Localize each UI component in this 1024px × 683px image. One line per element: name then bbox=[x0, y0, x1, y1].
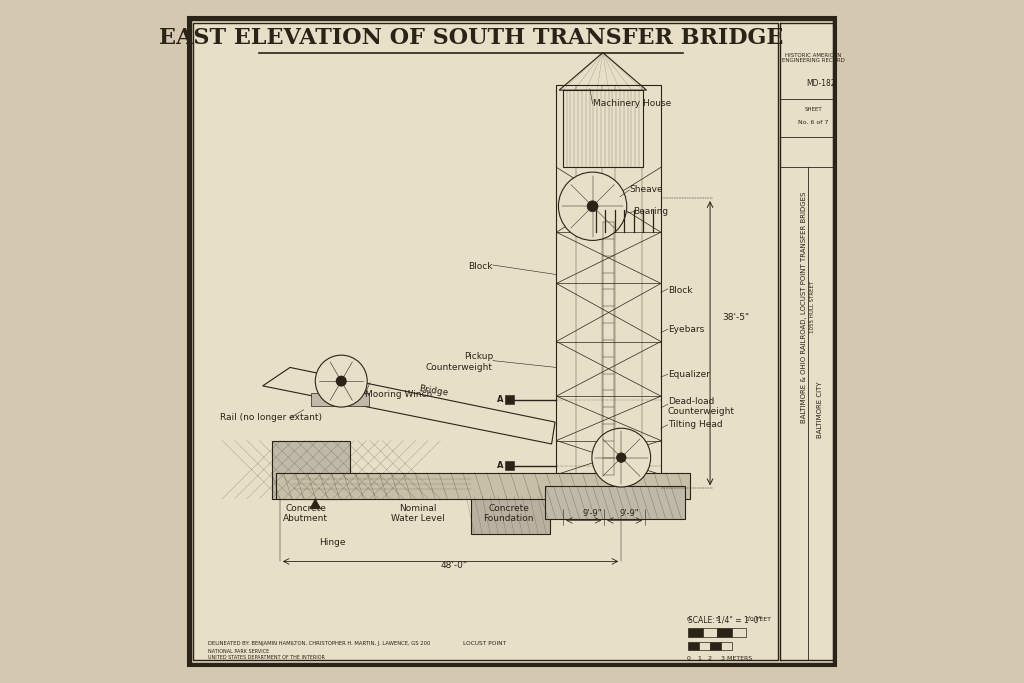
Text: BALTIMORE & OHIO RAILROAD, LOCUST POINT TRANSFER BRIDGES: BALTIMORE & OHIO RAILROAD, LOCUST POINT … bbox=[801, 192, 807, 423]
Bar bbox=[732, 628, 746, 637]
Text: Block: Block bbox=[668, 285, 692, 295]
Bar bbox=[276, 473, 689, 499]
Text: Dead-load
Counterweight: Dead-load Counterweight bbox=[668, 397, 735, 416]
Circle shape bbox=[592, 428, 650, 487]
Circle shape bbox=[587, 201, 598, 212]
Text: 10 FEET: 10 FEET bbox=[746, 617, 771, 622]
Text: 0: 0 bbox=[686, 656, 690, 660]
Polygon shape bbox=[263, 367, 555, 444]
Bar bbox=[194, 23, 777, 660]
Text: Hinge: Hinge bbox=[319, 538, 346, 548]
Text: 9'-9": 9'-9" bbox=[583, 509, 602, 518]
Text: Equalizer: Equalizer bbox=[668, 370, 710, 379]
Bar bbox=[688, 628, 702, 637]
Text: HISTORIC AMERICAN
ENGINEERING RECORD: HISTORIC AMERICAN ENGINEERING RECORD bbox=[782, 53, 845, 64]
Text: 3 METERS: 3 METERS bbox=[721, 656, 752, 660]
Text: SCALE: 1/4" = 1'-0": SCALE: 1/4" = 1'-0" bbox=[688, 615, 762, 625]
Text: Rail (no longer extant): Rail (no longer extant) bbox=[220, 413, 323, 423]
Text: 1055 HULL STREET: 1055 HULL STREET bbox=[810, 281, 815, 333]
Text: BALTIMORE CITY: BALTIMORE CITY bbox=[817, 382, 823, 438]
Bar bbox=[310, 393, 369, 406]
Bar bbox=[545, 486, 685, 519]
Bar bbox=[505, 395, 514, 404]
Bar bbox=[717, 628, 732, 637]
Bar bbox=[702, 628, 717, 637]
Text: NATIONAL PARK SERVICE: NATIONAL PARK SERVICE bbox=[208, 649, 269, 654]
Circle shape bbox=[558, 172, 627, 240]
Text: 48'-0": 48'-0" bbox=[440, 561, 467, 570]
Bar bbox=[505, 462, 514, 470]
Text: 38'-5": 38'-5" bbox=[722, 313, 750, 322]
Text: Concrete
Abutment: Concrete Abutment bbox=[284, 504, 329, 523]
Text: No. 6 of 7: No. 6 of 7 bbox=[799, 120, 828, 126]
Text: EAST ELEVATION OF SOUTH TRANSFER BRIDGE: EAST ELEVATION OF SOUTH TRANSFER BRIDGE bbox=[159, 27, 783, 48]
Text: MD-182: MD-182 bbox=[807, 79, 837, 88]
Text: LOCUST POINT: LOCUST POINT bbox=[463, 641, 506, 646]
Bar bbox=[710, 642, 721, 650]
Text: Pickup
Counterweight: Pickup Counterweight bbox=[426, 352, 493, 372]
Bar bbox=[471, 497, 550, 534]
Text: DELINEATED BY: BENJAMIN HAMILTON, CHRISTOPHER H. MARTIN, J. LAWENCE, GS 200: DELINEATED BY: BENJAMIN HAMILTON, CHRIST… bbox=[208, 641, 430, 646]
Text: Concrete
Foundation: Concrete Foundation bbox=[483, 504, 534, 523]
Circle shape bbox=[616, 453, 626, 462]
Bar bbox=[556, 85, 660, 488]
Text: 0: 0 bbox=[686, 617, 690, 622]
Bar bbox=[688, 642, 699, 650]
Text: Machinery House: Machinery House bbox=[593, 99, 671, 109]
Text: UNITED STATES DEPARTMENT OF THE INTERIOR: UNITED STATES DEPARTMENT OF THE INTERIOR bbox=[208, 654, 325, 660]
Text: A: A bbox=[497, 395, 503, 404]
Text: SHEET: SHEET bbox=[805, 107, 822, 112]
Bar bbox=[721, 642, 732, 650]
Circle shape bbox=[337, 376, 346, 386]
Text: 5: 5 bbox=[716, 617, 719, 622]
Text: Nominal
Water Level: Nominal Water Level bbox=[391, 504, 444, 523]
Text: A: A bbox=[497, 461, 503, 471]
Text: 1: 1 bbox=[697, 656, 701, 660]
Text: Tilting Head: Tilting Head bbox=[668, 420, 722, 430]
Text: Eyebars: Eyebars bbox=[668, 324, 703, 334]
Text: 2: 2 bbox=[708, 656, 712, 660]
Bar bbox=[699, 642, 710, 650]
Text: Bearing: Bearing bbox=[634, 207, 669, 217]
Bar bbox=[271, 441, 350, 499]
Text: 9'-9": 9'-9" bbox=[620, 509, 639, 518]
Circle shape bbox=[315, 355, 368, 407]
Text: Bridge: Bridge bbox=[418, 385, 449, 398]
Text: Block: Block bbox=[468, 262, 493, 271]
Text: Sheave: Sheave bbox=[630, 185, 664, 195]
Text: Mooring Winch: Mooring Winch bbox=[366, 389, 432, 399]
Bar bbox=[562, 90, 643, 167]
Polygon shape bbox=[310, 499, 321, 509]
